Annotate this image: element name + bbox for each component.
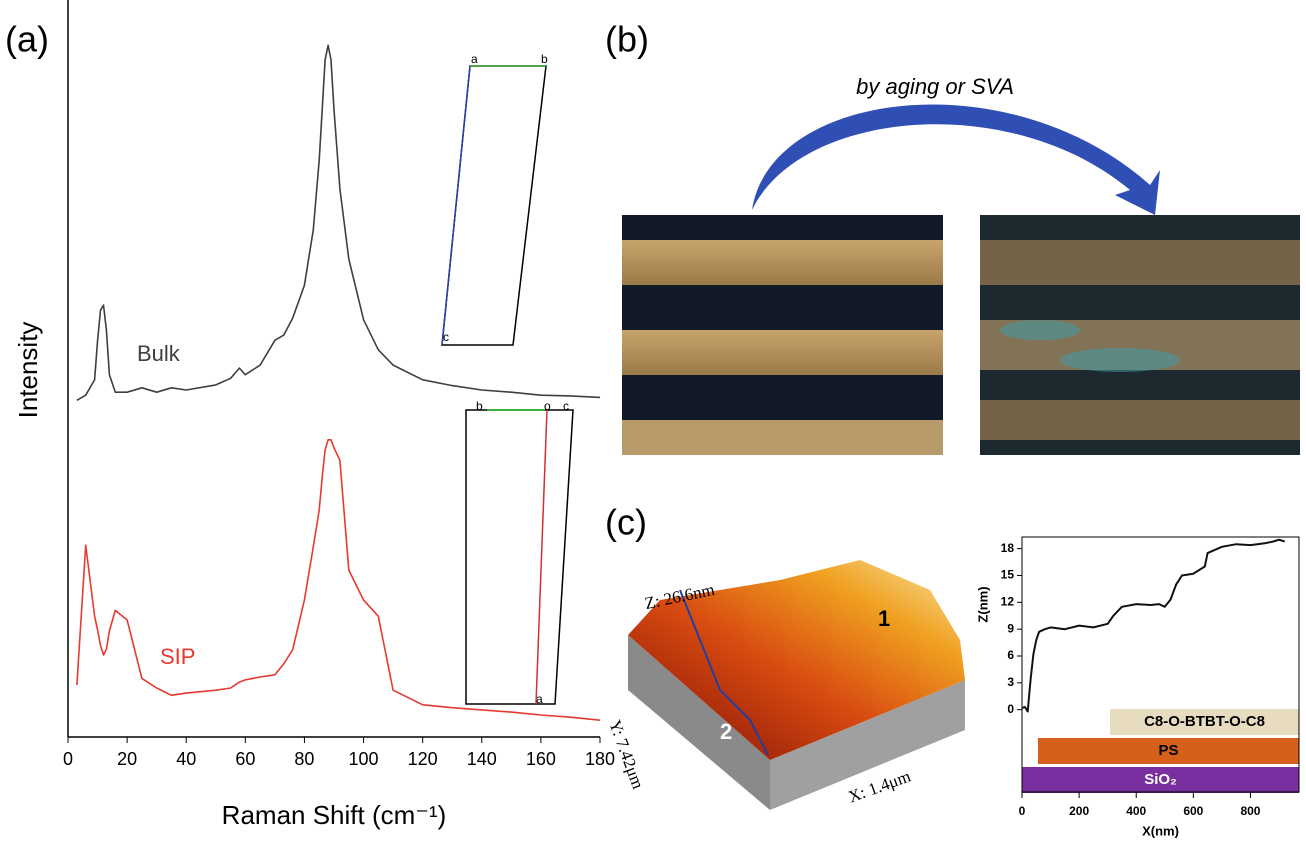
- series-label: SIP: [160, 644, 195, 669]
- x-tick-label: 400: [1126, 804, 1146, 818]
- x-tick-label: 200: [1069, 804, 1089, 818]
- x-tick-label: 0: [63, 749, 73, 769]
- x-tick-label: 120: [408, 749, 438, 769]
- x-axis-label: X(nm): [1142, 823, 1179, 838]
- micrograph-after: [980, 215, 1300, 455]
- inset-label: b: [541, 52, 548, 66]
- x-tick-label: 600: [1183, 804, 1203, 818]
- layer-label: PS: [1158, 742, 1178, 759]
- series-line: [1022, 540, 1285, 712]
- x-tick-label: 40: [176, 749, 196, 769]
- y-axis-label: Intensity: [13, 322, 43, 419]
- y-tick-label: 15: [1001, 568, 1015, 582]
- x-tick-label: 140: [467, 749, 497, 769]
- x-tick-label: 100: [349, 749, 379, 769]
- figure: (a) (b) (c) a b c b o c a by aging or SV…: [0, 0, 1306, 843]
- x-tick-label: 180: [585, 749, 615, 769]
- x-tick-label: 80: [294, 749, 314, 769]
- series-line: [77, 440, 600, 720]
- x-tick-label: 160: [526, 749, 556, 769]
- inset-label: c: [563, 399, 569, 413]
- y-tick-label: 6: [1007, 648, 1014, 662]
- layer-label: C8-O-BTBT-O-C8: [1144, 713, 1265, 730]
- inset-label: a: [536, 692, 543, 706]
- x-tick-label: 20: [117, 749, 137, 769]
- y-tick-label: 0: [1007, 702, 1014, 716]
- series-label: Bulk: [137, 341, 181, 366]
- inset-label: a: [471, 52, 478, 66]
- y-tick-label: 18: [1001, 541, 1015, 555]
- inset-label: o: [544, 399, 551, 413]
- crystal-inset: b o c a: [466, 399, 573, 706]
- panel-label: (b): [605, 19, 649, 60]
- x-tick-label: 800: [1240, 804, 1260, 818]
- afm-point-label: 2: [720, 719, 732, 744]
- x-axis-label: Raman Shift (cm⁻¹): [222, 800, 447, 830]
- micrograph-before: [622, 215, 943, 455]
- afm-image: Z: 26.6nm Y: 7.42μm X: 1.4μm 1 2: [605, 560, 965, 810]
- y-tick-label: 3: [1007, 675, 1014, 689]
- panel-label: (a): [5, 19, 49, 60]
- inset-label: c: [443, 330, 449, 344]
- x-tick-label: 0: [1019, 804, 1026, 818]
- y-axis-label: Z(nm): [975, 586, 990, 622]
- afm-point-label: 1: [878, 606, 890, 631]
- aging-arrow: [752, 104, 1160, 215]
- y-tick-label: 12: [1001, 594, 1015, 608]
- inset-label: b: [476, 399, 483, 413]
- layer-label: SiO₂: [1144, 771, 1177, 788]
- y-tick-label: 9: [1007, 621, 1014, 635]
- arrow-label: by aging or SVA: [856, 74, 1014, 99]
- x-tick-label: 60: [235, 749, 255, 769]
- crystal-inset: a b c: [442, 52, 548, 345]
- panel-label: (c): [605, 502, 647, 543]
